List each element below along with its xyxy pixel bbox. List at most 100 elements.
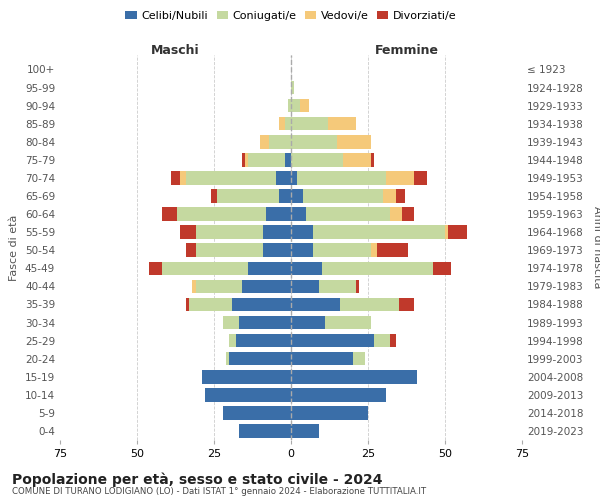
- Bar: [239, 424, 291, 438]
- Bar: [291, 280, 319, 293]
- Bar: [356, 280, 359, 293]
- Bar: [291, 262, 322, 275]
- Bar: [196, 226, 263, 239]
- Bar: [239, 316, 291, 330]
- Bar: [161, 262, 248, 275]
- Bar: [202, 370, 291, 384]
- Bar: [322, 262, 433, 275]
- Bar: [291, 117, 328, 130]
- Bar: [196, 280, 242, 293]
- Bar: [371, 244, 377, 257]
- Text: COMUNE DI TURANO LODIGIANO (LO) - Dati ISTAT 1° gennaio 2024 - Elaborazione TUTT: COMUNE DI TURANO LODIGIANO (LO) - Dati I…: [12, 488, 426, 496]
- Bar: [389, 208, 402, 221]
- Bar: [383, 189, 396, 203]
- Bar: [193, 280, 196, 293]
- Bar: [149, 262, 161, 275]
- Bar: [291, 334, 374, 347]
- Bar: [288, 99, 291, 112]
- Bar: [402, 208, 414, 221]
- Bar: [307, 208, 389, 221]
- Bar: [226, 352, 229, 366]
- Bar: [291, 352, 353, 366]
- Bar: [291, 81, 294, 94]
- Bar: [177, 208, 266, 221]
- Y-axis label: Anni di nascita: Anni di nascita: [592, 206, 600, 289]
- Text: Maschi: Maschi: [151, 44, 200, 57]
- Bar: [291, 99, 300, 112]
- Bar: [180, 171, 186, 184]
- Bar: [386, 171, 414, 184]
- Bar: [325, 316, 371, 330]
- Bar: [278, 117, 285, 130]
- Bar: [236, 334, 291, 347]
- Bar: [291, 244, 313, 257]
- Bar: [186, 298, 190, 311]
- Bar: [448, 226, 467, 239]
- Bar: [291, 298, 340, 311]
- Bar: [374, 334, 389, 347]
- Bar: [328, 117, 356, 130]
- Bar: [433, 262, 451, 275]
- Text: Popolazione per età, sesso e stato civile - 2024: Popolazione per età, sesso e stato civil…: [12, 472, 383, 487]
- Bar: [291, 406, 368, 419]
- Bar: [343, 153, 371, 166]
- Bar: [211, 189, 217, 203]
- Bar: [263, 226, 291, 239]
- Bar: [291, 153, 343, 166]
- Bar: [353, 352, 365, 366]
- Bar: [337, 135, 371, 148]
- Bar: [171, 171, 180, 184]
- Bar: [313, 244, 371, 257]
- Bar: [232, 298, 291, 311]
- Bar: [263, 244, 291, 257]
- Bar: [217, 189, 278, 203]
- Y-axis label: Fasce di età: Fasce di età: [10, 214, 19, 280]
- Bar: [291, 189, 304, 203]
- Bar: [291, 208, 307, 221]
- Bar: [377, 244, 408, 257]
- Bar: [399, 298, 414, 311]
- Bar: [223, 316, 239, 330]
- Bar: [245, 153, 248, 166]
- Text: Femmine: Femmine: [374, 44, 439, 57]
- Bar: [275, 171, 291, 184]
- Bar: [269, 135, 291, 148]
- Bar: [186, 244, 196, 257]
- Bar: [389, 334, 396, 347]
- Bar: [291, 135, 337, 148]
- Bar: [371, 153, 374, 166]
- Bar: [229, 334, 236, 347]
- Bar: [291, 424, 319, 438]
- Bar: [319, 280, 356, 293]
- Bar: [414, 171, 427, 184]
- Bar: [291, 226, 313, 239]
- Bar: [205, 388, 291, 402]
- Bar: [180, 226, 196, 239]
- Bar: [291, 171, 297, 184]
- Bar: [161, 208, 177, 221]
- Bar: [242, 280, 291, 293]
- Bar: [190, 298, 232, 311]
- Bar: [186, 171, 275, 184]
- Bar: [229, 352, 291, 366]
- Bar: [248, 262, 291, 275]
- Bar: [278, 189, 291, 203]
- Bar: [291, 370, 417, 384]
- Bar: [396, 189, 405, 203]
- Bar: [260, 135, 269, 148]
- Bar: [285, 117, 291, 130]
- Bar: [285, 153, 291, 166]
- Bar: [291, 316, 325, 330]
- Bar: [242, 153, 245, 166]
- Bar: [300, 99, 310, 112]
- Bar: [304, 189, 383, 203]
- Bar: [248, 153, 285, 166]
- Bar: [313, 226, 445, 239]
- Bar: [445, 226, 448, 239]
- Bar: [340, 298, 399, 311]
- Bar: [266, 208, 291, 221]
- Legend: Celibi/Nubili, Coniugati/e, Vedovi/e, Divorziati/e: Celibi/Nubili, Coniugati/e, Vedovi/e, Di…: [121, 6, 461, 26]
- Bar: [196, 244, 263, 257]
- Bar: [291, 388, 386, 402]
- Bar: [223, 406, 291, 419]
